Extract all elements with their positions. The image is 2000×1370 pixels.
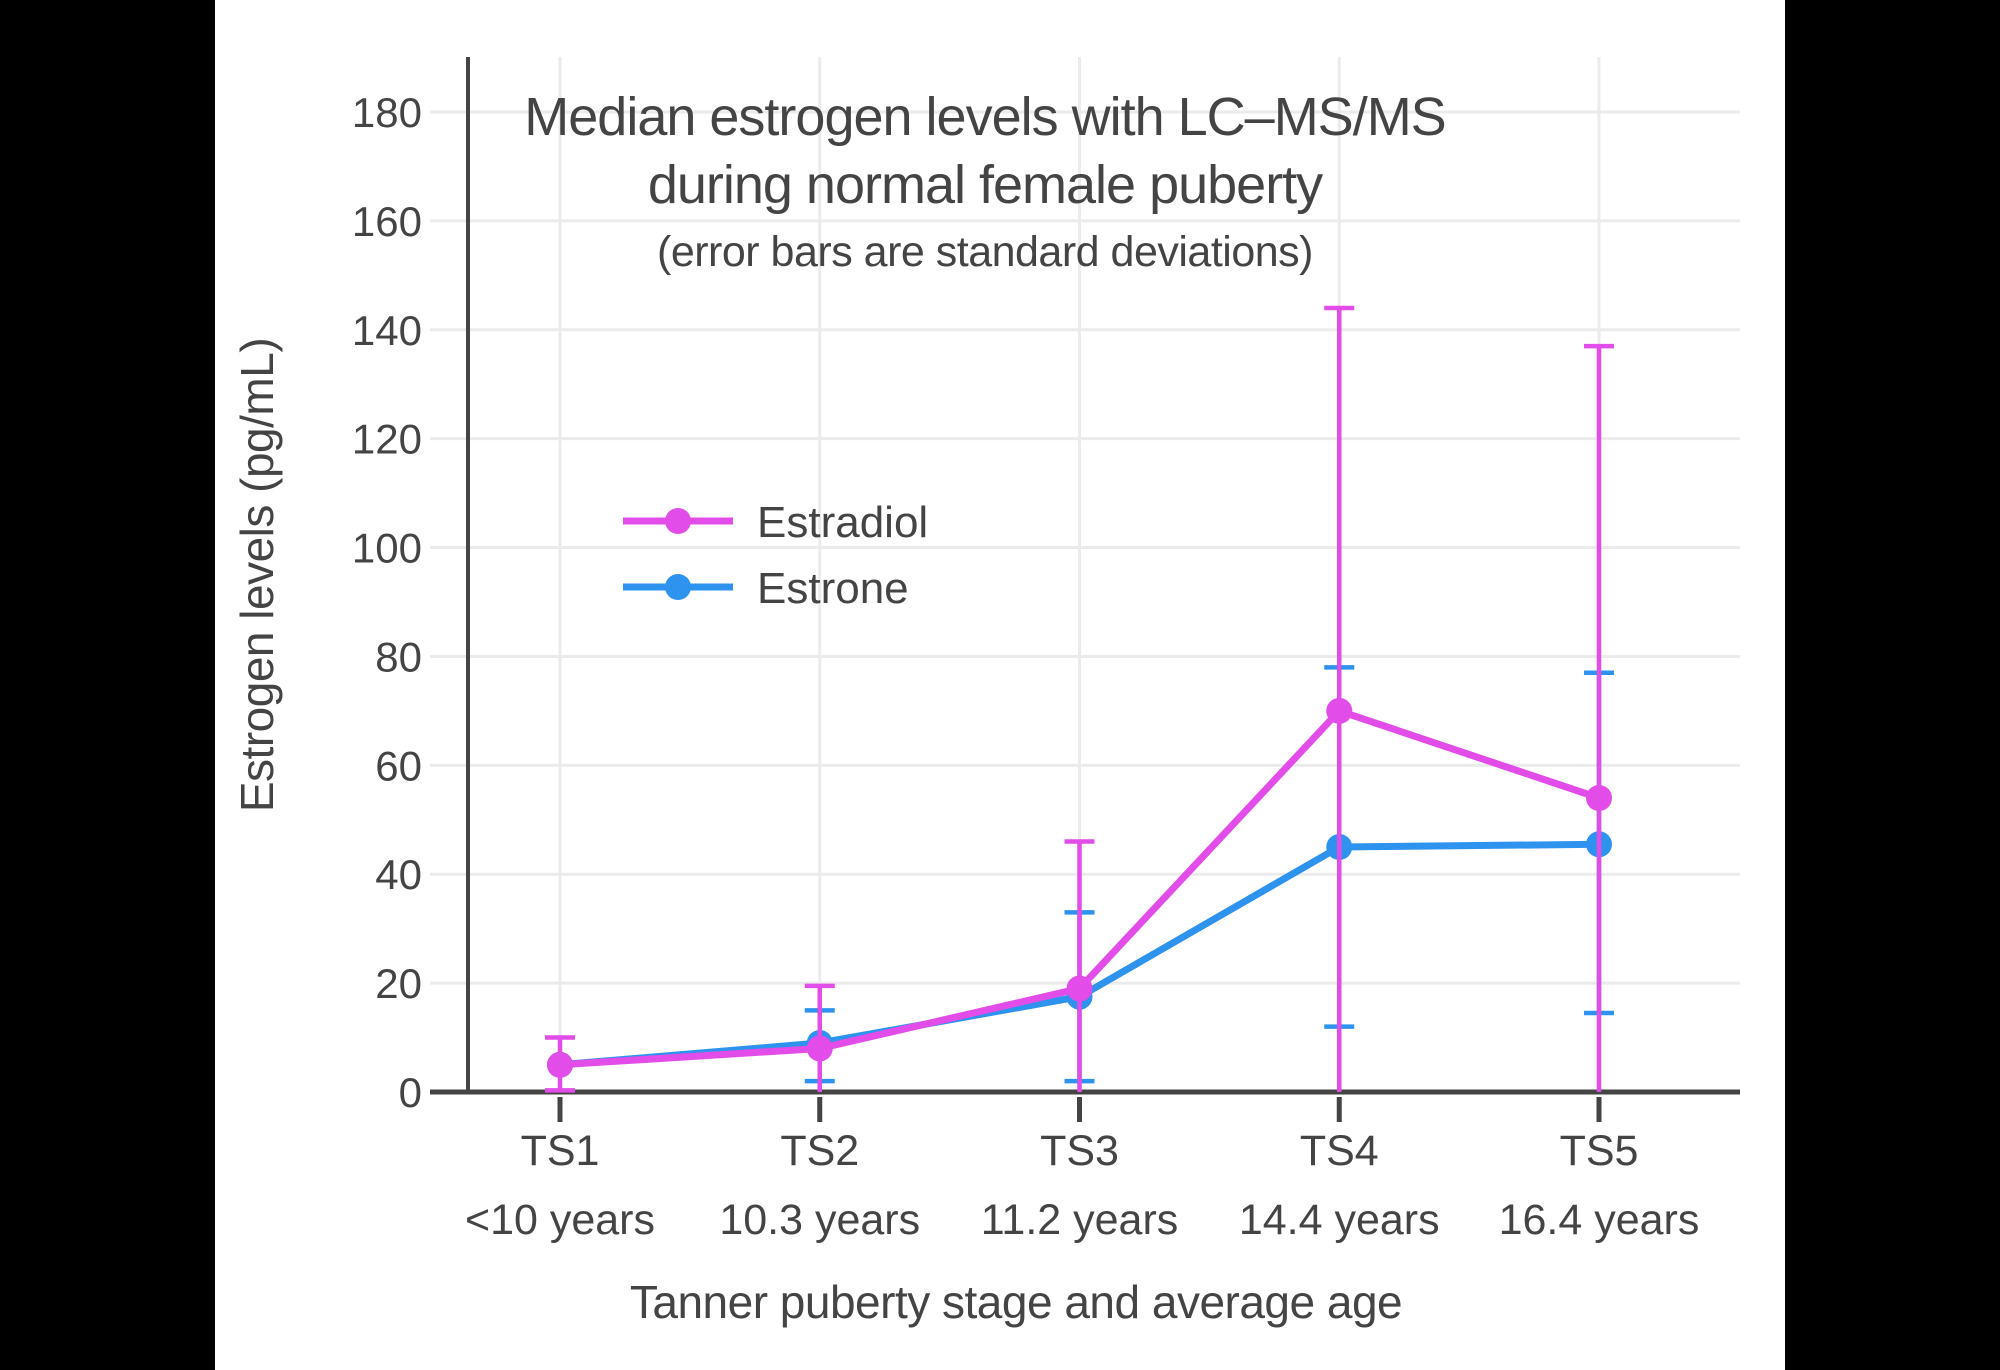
x-axis-title: Tanner puberty stage and average age: [630, 1276, 1402, 1328]
legend-marker-estrone-icon: [665, 574, 691, 600]
axis-layer: [430, 57, 1740, 1122]
letterbox-left: [0, 0, 215, 1370]
legend-item-estrone: Estrone: [623, 564, 909, 613]
x-age-label: 11.2 years: [981, 1196, 1179, 1244]
legend-label-estradiol: Estradiol: [757, 498, 928, 547]
data-point: [1326, 697, 1353, 724]
x-category-label: TS4: [1300, 1127, 1379, 1175]
y-tick-label: 40: [375, 851, 422, 898]
data-point: [547, 1051, 573, 1078]
x-age-label: 14.4 years: [1239, 1196, 1440, 1244]
data-point: [1066, 975, 1093, 1002]
y-tick-label: 0: [399, 1069, 422, 1116]
data-point: [806, 1035, 833, 1062]
chart-subtitle: (error bars are standard deviations): [657, 228, 1313, 276]
y-tick-label: 140: [352, 307, 422, 354]
y-tick-label: 60: [375, 742, 422, 789]
estrogen-chart-svg: 0 20 40 60 80 100 120 140 160 180 TS1 <10 years TS2 1…: [231, 57, 1740, 1328]
y-tick-label: 100: [352, 525, 422, 572]
tick-label-layer: 0 20 40 60 80 100 120 140 160 180 TS1 <10 years TS2 1…: [352, 89, 1699, 1244]
y-tick-label: 180: [352, 89, 422, 136]
x-category-label: TS5: [1560, 1127, 1639, 1175]
x-category-label: TS3: [1040, 1127, 1119, 1175]
data-point: [1586, 785, 1612, 811]
y-tick-label: 160: [352, 198, 422, 245]
y-tick-label: 120: [352, 416, 422, 463]
series-layer: [545, 305, 1614, 1093]
chart-figure: 0 20 40 60 80 100 120 140 160 180 TS1 <10 years TS2 1…: [215, 0, 1785, 1370]
chart-title-line1: Median estrogen levels with LC–MS/MS: [524, 87, 1445, 147]
legend-label-estrone: Estrone: [757, 564, 909, 613]
x-age-label: <10 years: [465, 1196, 655, 1244]
legend: Estradiol Estrone: [623, 498, 928, 613]
series-estradiol: [545, 305, 1614, 1093]
legend-marker-estradiol-icon: [665, 508, 691, 534]
y-tick-label: 20: [375, 960, 422, 1007]
chart-title-line2: during normal female puberty: [648, 155, 1323, 215]
letterbox-right: [1785, 0, 2000, 1370]
x-category-label: TS2: [780, 1127, 859, 1175]
y-axis-title: Estrogen levels (pg/mL): [231, 338, 283, 812]
x-category-label: TS1: [521, 1127, 600, 1175]
x-age-label: 16.4 years: [1499, 1196, 1700, 1244]
x-age-label: 10.3 years: [719, 1196, 920, 1244]
legend-item-estradiol: Estradiol: [623, 498, 928, 547]
y-tick-label: 80: [375, 633, 422, 680]
